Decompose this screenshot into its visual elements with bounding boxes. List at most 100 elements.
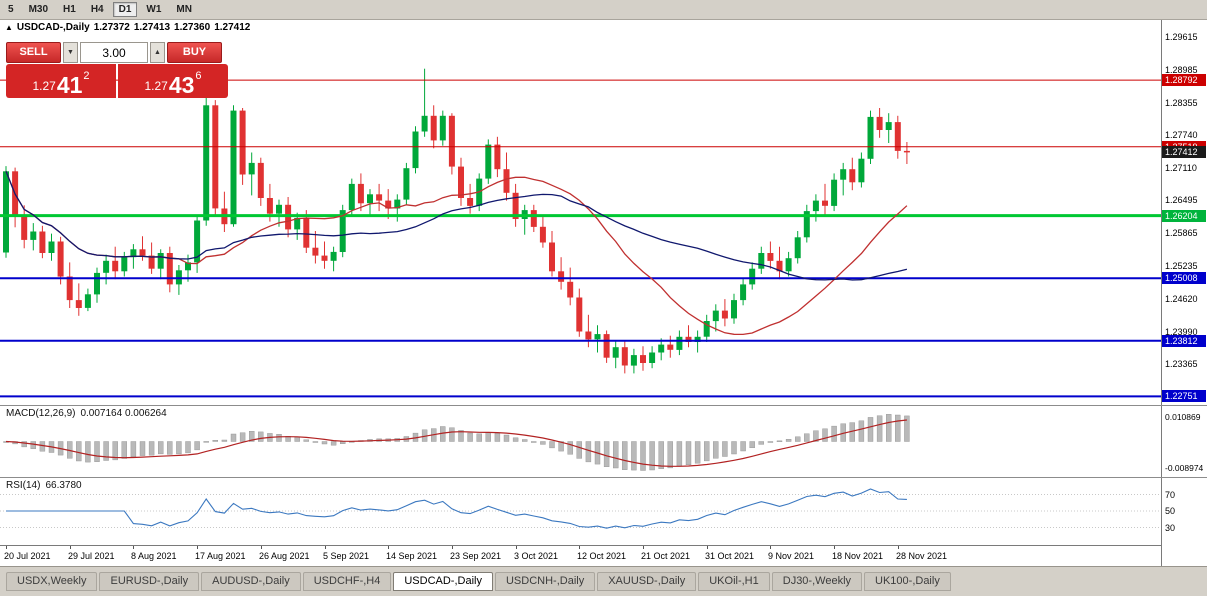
price-tick: 1.26495 — [1165, 195, 1198, 205]
main-chart-plot[interactable]: ▲ USDCAD-,Daily 1.27372 1.27413 1.27360 1.274… — [0, 20, 1161, 405]
ohlc-open: 1.27372 — [93, 22, 130, 33]
chart-tab-bar: USDX,Weekly EURUSD-,Daily AUDUSD-,Daily USD… — [0, 566, 1207, 596]
macd-indicator-panel[interactable]: MACD(12,26,9) 0.007164 0.006264 — [0, 406, 1161, 477]
symbol-ohlc-label: ▲ USDCAD-,Daily 1.27372 1.27413 1.27360 1.274… — [5, 22, 254, 33]
tab-usdchf-h4[interactable]: USDCHF-,H4 — [302, 572, 392, 591]
tab-dj30-weekly[interactable]: DJ30-,Weekly — [771, 572, 863, 591]
date-label: 31 Oct 2021 — [705, 551, 755, 561]
date-label: 5 Sep 2021 — [323, 551, 370, 561]
price-tick: 1.28985 — [1165, 65, 1198, 75]
buy-price-prefix: 1.27 — [144, 79, 168, 93]
timeframe-button-mn[interactable]: MN — [176, 4, 192, 15]
date-label: 21 Oct 2021 — [641, 551, 691, 561]
rsi-axis-label: 30 — [1165, 523, 1176, 533]
price-marker: 1.26204 — [1162, 210, 1206, 222]
timeframe-button-h4[interactable]: H4 — [90, 4, 104, 15]
date-tick-mark — [452, 546, 453, 549]
date-tick-mark — [70, 546, 71, 549]
tab-xauusd-daily[interactable]: XAUUSD-,Daily — [597, 572, 697, 591]
panel-divider[interactable] — [0, 405, 1207, 406]
date-tick-mark — [197, 546, 198, 549]
date-label: 3 Oct 2021 — [514, 551, 559, 561]
date-tick-mark — [261, 546, 262, 549]
timeframe-button-m30[interactable]: M30 — [28, 4, 49, 15]
panel-divider[interactable] — [0, 477, 1207, 478]
price-marker: 1.25008 — [1162, 272, 1206, 284]
price-tick: 1.27740 — [1165, 130, 1198, 140]
price-tick: 1.23990 — [1165, 327, 1198, 337]
symbol-name: USDCAD-,Daily — [16, 22, 90, 33]
date-tick-mark — [579, 546, 580, 549]
tab-uk100-daily[interactable]: UK100-,Daily — [864, 572, 951, 591]
ohlc-close: 1.27412 — [214, 22, 251, 33]
buy-price-pips: 43 — [168, 71, 195, 98]
date-tick-mark — [325, 546, 326, 549]
volume-increase-button[interactable]: ▲ — [150, 42, 165, 63]
arrow-up-icon: ▲ — [154, 49, 161, 56]
price-tick: 1.24620 — [1165, 294, 1198, 304]
price-tick: 1.25235 — [1165, 261, 1198, 271]
timeframe-button-h1[interactable]: H1 — [63, 4, 76, 15]
macd-axis-label: 0.010869 — [1165, 412, 1201, 422]
date-label: 17 Aug 2021 — [195, 551, 246, 561]
timeframe-button-5[interactable]: 5 — [8, 4, 14, 15]
date-tick-mark — [516, 546, 517, 549]
collapse-panel-icon[interactable]: ▲ — [5, 23, 13, 32]
date-tick-mark — [834, 546, 835, 549]
price-marker: 1.27412 — [1162, 146, 1206, 158]
date-label: 14 Sep 2021 — [386, 551, 438, 561]
macd-label: MACD(12,26,9) 0.007164 0.006264 — [6, 408, 167, 419]
rsi-axis-label: 50 — [1165, 506, 1176, 516]
price-tick: 1.29615 — [1165, 32, 1198, 42]
timeframe-button-w1[interactable]: W1 — [146, 4, 162, 15]
buy-price-point: 6 — [195, 70, 202, 82]
volume-input[interactable] — [80, 42, 148, 63]
date-tick-mark — [898, 546, 899, 549]
tab-ukoil-h1[interactable]: UKOil-,H1 — [698, 572, 770, 591]
tab-usdx-weekly[interactable]: USDX,Weekly — [6, 572, 98, 591]
buy-button[interactable]: BUY — [167, 42, 222, 63]
price-tick: 1.28355 — [1165, 98, 1198, 108]
sell-button[interactable]: SELL — [6, 42, 61, 63]
sell-price-point: 2 — [83, 70, 90, 82]
timeframe-toolbar: 5 M30 H1 H4 D1 W1 MN — [0, 0, 1207, 20]
date-label: 18 Nov 2021 — [832, 551, 884, 561]
date-label: 28 Nov 2021 — [896, 551, 948, 561]
ohlc-high: 1.27413 — [133, 22, 171, 33]
price-tick: 1.27110 — [1165, 163, 1197, 173]
sell-price-display[interactable]: 1.27 41 2 — [6, 64, 116, 98]
date-tick-mark — [388, 546, 389, 549]
date-label: 23 Sep 2021 — [450, 551, 502, 561]
rsi-axis-label: 70 — [1165, 490, 1176, 500]
price-marker: 1.23812 — [1162, 335, 1206, 347]
volume-decrease-button[interactable]: ▼ — [63, 42, 78, 63]
macd-axis-label: -0.008974 — [1165, 463, 1204, 473]
date-label: 9 Nov 2021 — [768, 551, 815, 561]
tab-eurusd-daily[interactable]: EURUSD-,Daily — [99, 572, 200, 591]
price-tick: 1.25865 — [1165, 228, 1198, 238]
date-label: 29 Jul 2021 — [68, 551, 115, 561]
date-axis[interactable]: 20 Jul 2021 29 Jul 2021 8 Aug 2021 17 Aug 2… — [0, 545, 1161, 566]
ohlc-low: 1.27360 — [174, 22, 211, 33]
buy-price-display[interactable]: 1.27 43 6 — [118, 64, 228, 98]
date-tick-mark — [6, 546, 7, 549]
sell-price-prefix: 1.27 — [32, 79, 56, 93]
tab-usdcad-daily[interactable]: USDCAD-,Daily — [393, 572, 493, 591]
date-label: 26 Aug 2021 — [259, 551, 310, 561]
price-marker: 1.28792 — [1162, 74, 1206, 86]
rsi-label: RSI(14) 66.3780 — [6, 480, 82, 491]
date-tick-mark — [770, 546, 771, 549]
sell-price-pips: 41 — [56, 71, 83, 98]
tab-audusd-daily[interactable]: AUDUSD-,Daily — [201, 572, 301, 591]
date-label: 20 Jul 2021 — [4, 551, 51, 561]
rsi-indicator-panel[interactable]: RSI(14) 66.3780 — [0, 478, 1161, 544]
tab-usdcnh-daily[interactable]: USDCNH-,Daily — [494, 572, 596, 591]
date-label: 12 Oct 2021 — [577, 551, 627, 561]
date-label: 8 Aug 2021 — [131, 551, 177, 561]
price-axis[interactable]: 1.29615 1.28985 1.28355 1.27740 1.27110 1.264… — [1161, 20, 1207, 566]
timeframe-button-d1[interactable]: D1 — [112, 2, 138, 17]
date-tick-mark — [707, 546, 708, 549]
price-tick: 1.23365 — [1165, 359, 1198, 369]
